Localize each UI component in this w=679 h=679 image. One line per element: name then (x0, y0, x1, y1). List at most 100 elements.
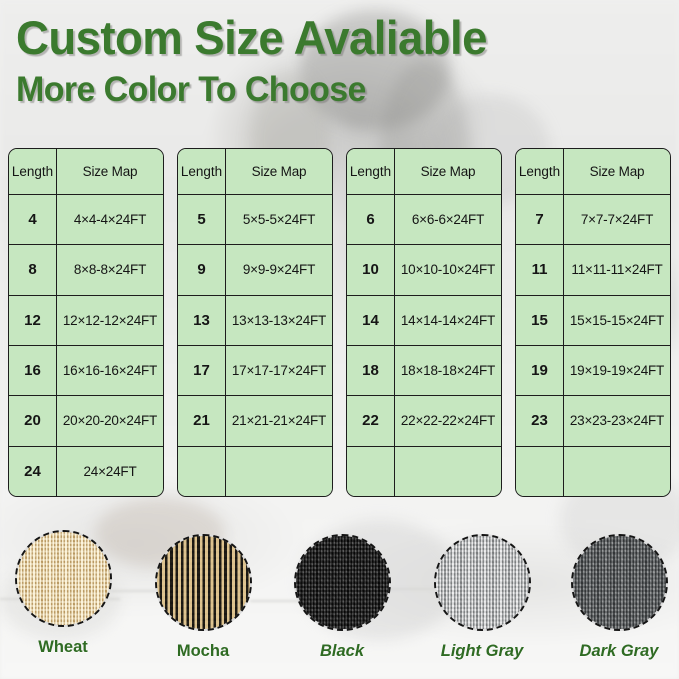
cell-length: 5 (178, 195, 226, 245)
table-row: 11 11×11-11×24FT (516, 245, 670, 296)
cell-size-map: 12×12-12×24FT (57, 295, 163, 345)
table-row-empty (347, 446, 501, 496)
background-wire (380, 588, 450, 590)
cell-length: 21 (178, 396, 226, 446)
table-row: 12 12×12-12×24FT (9, 295, 163, 346)
cell-size-map: 6×6-6×24FT (395, 195, 501, 245)
cell-size-map (395, 446, 501, 496)
cell-length: 15 (516, 295, 564, 345)
cell-size-map: 15×15-15×24FT (564, 295, 670, 345)
table-row-empty (178, 446, 332, 496)
cell-length: 24 (9, 446, 57, 496)
background-wire (250, 600, 330, 602)
table-row: 17 17×17-17×24FT (178, 345, 332, 397)
column-header-size-map: Size Map (57, 149, 163, 194)
table-row: 18 18×18-18×24FT (347, 345, 501, 397)
color-swatch-light-gray[interactable]: Light Gray (412, 534, 552, 661)
cell-size-map: 21×21-21×24FT (226, 396, 332, 446)
background-blur-shape (300, 10, 450, 130)
background-wire (110, 590, 190, 592)
cell-size-map: 18×18-18×24FT (395, 345, 501, 396)
fabric-disc (154, 534, 252, 631)
table-row: 13 13×13-13×24FT (178, 295, 332, 346)
cell-length: 20 (9, 396, 57, 446)
cell-size-map (564, 446, 670, 496)
cell-size-map: 24×24FT (57, 446, 163, 496)
column-header-length: Length (9, 149, 57, 194)
cell-length: 13 (178, 295, 226, 345)
cell-length: 22 (347, 396, 395, 446)
cell-size-map: 14×14-14×24FT (395, 295, 501, 345)
cell-length (178, 446, 226, 496)
cell-size-map: 23×23-23×24FT (564, 396, 670, 446)
color-label: Light Gray (440, 642, 524, 660)
cell-length: 10 (347, 245, 395, 295)
table-row: 8 8×8-8×24FT (9, 245, 163, 296)
fabric-texture-dark-gray (572, 536, 666, 629)
fabric-texture-mocha (156, 536, 250, 629)
column-header-size-map: Size Map (395, 149, 501, 194)
table-row: 4 4×4-4×24FT (9, 195, 163, 246)
fabric-disc (570, 534, 668, 631)
column-header-length: Length (347, 149, 395, 194)
cell-size-map: 13×13-13×24FT (226, 295, 332, 345)
color-label: Dark Gray (579, 642, 659, 660)
table-row: 9 9×9-9×24FT (178, 245, 332, 296)
table-row: 19 19×19-19×24FT (516, 345, 670, 397)
cell-length (516, 446, 564, 496)
page-subtitle: More Color To Choose (16, 70, 366, 109)
table-row: 20 20×20-20×24FT (9, 396, 163, 447)
color-swatch-wheat[interactable]: Wheat (0, 530, 133, 657)
table-row: 7 7×7-7×24FT (516, 195, 670, 246)
table-header-row: Length Size Map (9, 149, 163, 195)
cell-length: 9 (178, 245, 226, 295)
cell-length: 18 (347, 345, 395, 396)
cell-length: 16 (9, 345, 57, 396)
cell-length: 12 (9, 295, 57, 345)
color-swatch-row: Wheat Mocha Black Light Gray Dark Gray (0, 524, 679, 674)
cell-length: 8 (9, 245, 57, 295)
color-label: Black (319, 642, 365, 660)
cell-size-map: 19×19-19×24FT (564, 345, 670, 396)
cell-size-map: 11×11-11×24FT (564, 245, 670, 295)
size-tables-row: Length Size Map 4 4×4-4×24FT 8 8×8-8×24F… (8, 148, 671, 497)
fabric-disc (293, 534, 391, 631)
color-swatch-black[interactable]: Black (272, 534, 412, 661)
cell-size-map: 9×9-9×24FT (226, 245, 332, 295)
size-table-1: Length Size Map 4 4×4-4×24FT 8 8×8-8×24F… (8, 148, 164, 497)
cell-length: 6 (347, 195, 395, 245)
column-header-size-map: Size Map (226, 149, 332, 194)
fabric-texture-wheat (16, 532, 110, 625)
cell-length: 19 (516, 345, 564, 396)
fabric-texture-light-gray (435, 536, 529, 629)
size-table-3: Length Size Map 6 6×6-6×24FT 10 10×10-10… (346, 148, 502, 497)
cell-size-map: 16×16-16×24FT (57, 345, 163, 396)
color-swatch-mocha[interactable]: Mocha (133, 534, 273, 661)
table-row: 22 22×22-22×24FT (347, 396, 501, 447)
cell-size-map: 7×7-7×24FT (564, 195, 670, 245)
cell-size-map: 4×4-4×24FT (57, 195, 163, 245)
size-table-2: Length Size Map 5 5×5-5×24FT 9 9×9-9×24F… (177, 148, 333, 497)
cell-length (347, 446, 395, 496)
cell-length: 23 (516, 396, 564, 446)
color-swatch-dark-gray[interactable]: Dark Gray (549, 534, 679, 661)
cell-size-map: 22×22-22×24FT (395, 396, 501, 446)
table-header-row: Length Size Map (178, 149, 332, 195)
column-header-size-map: Size Map (564, 149, 670, 194)
cell-size-map: 20×20-20×24FT (57, 396, 163, 446)
cell-size-map: 8×8-8×24FT (57, 245, 163, 295)
cell-length: 17 (178, 345, 226, 396)
color-label: Wheat (38, 638, 88, 656)
cell-size-map: 17×17-17×24FT (226, 345, 332, 396)
table-row: 23 23×23-23×24FT (516, 396, 670, 447)
fabric-disc (14, 530, 112, 627)
table-row: 15 15×15-15×24FT (516, 295, 670, 346)
headline-block: Custom Size Avaliable More Color To Choo… (16, 14, 501, 107)
table-row: 21 21×21-21×24FT (178, 396, 332, 447)
cell-length: 7 (516, 195, 564, 245)
table-header-row: Length Size Map (516, 149, 670, 195)
cell-size-map: 10×10-10×24FT (395, 245, 501, 295)
table-row: 10 10×10-10×24FT (347, 245, 501, 296)
cell-length: 14 (347, 295, 395, 345)
